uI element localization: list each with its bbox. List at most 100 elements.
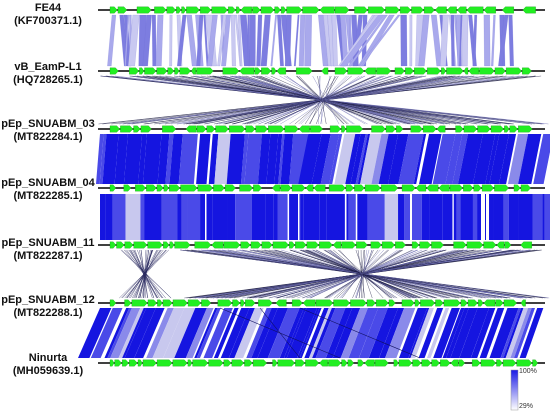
similarity-link — [178, 134, 198, 184]
similarity-link — [165, 134, 174, 184]
gene-arrow — [466, 6, 484, 14]
gene-arrow — [172, 299, 188, 307]
genome-name: pEp_SNUABM_11 — [1, 237, 95, 249]
gene-arrow — [366, 299, 376, 307]
similarity-link — [218, 249, 508, 299]
gene-arrow — [167, 67, 175, 75]
gene-arrow — [179, 67, 191, 75]
similarity-link — [256, 14, 263, 67]
gene-arrow — [321, 67, 329, 75]
gene-arrow — [494, 184, 509, 192]
similarity-link — [169, 14, 173, 67]
similarity-link — [128, 14, 140, 67]
genome-name: vB_EamP-L1 — [14, 61, 82, 73]
similarity-link — [280, 134, 294, 184]
similarity-link — [114, 134, 128, 184]
gene-arrow — [376, 67, 392, 75]
gene-arrow — [192, 359, 209, 367]
gene-arrow — [463, 184, 474, 192]
gene-arrow — [277, 359, 295, 367]
similarity-link — [107, 308, 132, 358]
similarity-link — [279, 308, 304, 358]
similarity-link — [339, 14, 386, 67]
similarity-link — [110, 308, 141, 358]
gene-arrow — [276, 67, 287, 75]
gene-arrow — [194, 241, 212, 249]
gene-arrow — [440, 359, 451, 367]
gene-arrow — [261, 241, 273, 249]
gene-arrow — [398, 359, 413, 367]
similarity-link — [174, 308, 207, 358]
gene-arrow — [520, 299, 526, 307]
gene-arrow — [443, 299, 461, 307]
similarity-link — [514, 308, 536, 358]
gene-arrow — [174, 67, 180, 75]
gene-arrow — [431, 359, 440, 367]
identity-legend — [510, 369, 519, 411]
similarity-link — [388, 134, 409, 184]
similarity-link — [265, 194, 274, 240]
similarity-link — [532, 194, 543, 240]
similarity-link — [220, 308, 250, 358]
similarity-link — [217, 14, 226, 67]
gene-arrow — [472, 359, 481, 367]
gene-arrow — [172, 359, 188, 367]
similarity-link — [518, 194, 533, 240]
gene-arrow — [516, 359, 533, 367]
similarity-link — [297, 308, 320, 358]
gene-arrow — [371, 125, 386, 133]
gene-arrow — [305, 359, 319, 367]
similarity-link — [140, 249, 149, 299]
similarity-link — [429, 194, 443, 240]
similarity-link — [472, 134, 496, 184]
similarity-gaps — [205, 194, 489, 240]
gene-arrow — [463, 125, 478, 133]
gene-arrow — [255, 125, 268, 133]
similarity-link — [244, 75, 402, 125]
gene-arrow — [364, 67, 376, 75]
similarity-band — [96, 134, 550, 184]
similarity-link — [518, 134, 542, 184]
gene-arrow — [240, 6, 252, 14]
gene-arrow — [446, 67, 464, 75]
gene-arrow — [310, 125, 323, 133]
similarity-link — [350, 134, 366, 184]
gene-arrow — [260, 6, 275, 14]
gene-arrow — [211, 241, 224, 249]
similarity-link — [533, 134, 550, 184]
similarity-link — [206, 14, 218, 67]
gene-arrow — [224, 184, 236, 192]
genome-accession: (MT822285.1) — [13, 190, 83, 202]
gene-arrow — [460, 299, 468, 307]
gene-arrow — [354, 6, 368, 14]
similarity-link — [112, 194, 126, 240]
similarity-link — [498, 134, 517, 184]
similarity-link — [493, 194, 504, 240]
gene-arrow — [289, 241, 295, 249]
similarity-link — [410, 308, 434, 358]
identity-gap — [486, 194, 489, 240]
similarity-link — [348, 308, 379, 358]
similarity-link — [273, 194, 278, 240]
gene-arrow — [364, 359, 375, 367]
gene-arrow — [280, 184, 292, 192]
similarity-link — [126, 249, 164, 299]
gene-arrow — [494, 67, 506, 75]
similarity-link — [141, 249, 151, 299]
gene-arrow — [124, 241, 134, 249]
genome-accession: (MH059639.1) — [12, 365, 84, 377]
similarity-link — [286, 308, 318, 358]
similarity-link — [460, 194, 473, 240]
gene-arrow — [480, 359, 497, 367]
gene-arrow — [261, 67, 272, 75]
gene-arrow — [411, 6, 424, 14]
gene-arrow — [467, 299, 478, 307]
gene-arrow — [513, 184, 521, 192]
gene-arrow — [468, 67, 479, 75]
gene-arrow — [240, 241, 251, 249]
gene-arrow — [117, 6, 128, 14]
similarity-link — [249, 14, 256, 67]
similarity-link — [124, 308, 156, 358]
similarity-link — [503, 194, 509, 240]
